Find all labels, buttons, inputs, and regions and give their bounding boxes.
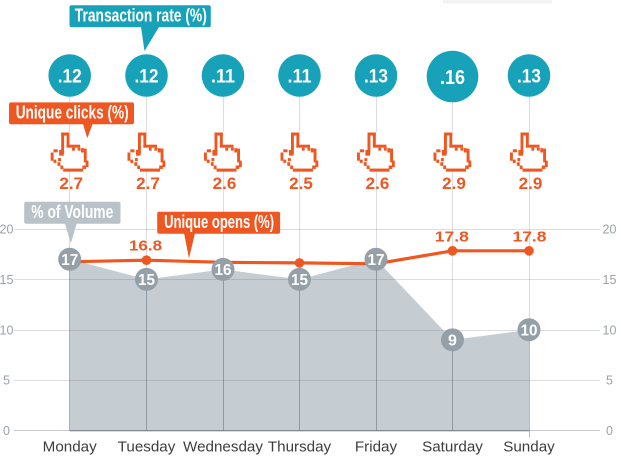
svg-text:20: 20: [0, 223, 13, 237]
svg-text:.12: .12: [58, 67, 82, 88]
svg-text:0: 0: [3, 424, 10, 438]
svg-text:2.7: 2.7: [59, 174, 83, 193]
svg-text:10: 10: [603, 323, 617, 337]
svg-text:% of Volume: % of Volume: [31, 202, 113, 222]
svg-text:15: 15: [138, 272, 155, 289]
svg-text:15: 15: [603, 273, 617, 287]
svg-text:.13: .13: [364, 67, 388, 88]
svg-text:16.8: 16.8: [129, 238, 162, 255]
svg-text:2.5: 2.5: [289, 174, 313, 193]
svg-text:17: 17: [368, 252, 385, 269]
svg-text:.16: .16: [440, 67, 465, 89]
svg-text:Tuesday: Tuesday: [118, 439, 176, 456]
svg-text:.11: .11: [288, 67, 312, 88]
svg-text:5: 5: [606, 374, 613, 388]
svg-text:Unique opens (%): Unique opens (%): [164, 212, 274, 232]
svg-text:5: 5: [3, 374, 10, 388]
svg-text:17.8: 17.8: [513, 229, 547, 246]
svg-text:16: 16: [215, 262, 232, 279]
svg-text:17: 17: [61, 252, 78, 269]
svg-text:Saturday: Saturday: [422, 439, 483, 456]
svg-text:Unique clicks (%): Unique clicks (%): [16, 103, 129, 123]
svg-text:15: 15: [291, 272, 308, 289]
svg-text:10: 10: [521, 323, 538, 340]
svg-text:2.9: 2.9: [442, 174, 466, 193]
svg-text:0: 0: [606, 424, 613, 438]
svg-text:.13: .13: [517, 67, 541, 88]
svg-text:9: 9: [448, 333, 457, 350]
svg-text:Wednesday: Wednesday: [183, 439, 263, 456]
svg-text:Monday: Monday: [43, 439, 97, 456]
svg-text:.11: .11: [211, 67, 235, 88]
svg-text:15: 15: [0, 273, 13, 287]
svg-text:17.8: 17.8: [435, 229, 469, 246]
svg-text:Transaction rate (%): Transaction rate (%): [75, 5, 207, 25]
svg-text:Friday: Friday: [355, 439, 398, 456]
svg-text:2.6: 2.6: [366, 174, 390, 193]
svg-text:Thursday: Thursday: [268, 439, 332, 456]
svg-text:2.7: 2.7: [136, 174, 160, 193]
svg-text:.12: .12: [135, 67, 159, 88]
svg-text:2.6: 2.6: [213, 174, 237, 193]
svg-text:2.9: 2.9: [519, 174, 543, 193]
svg-text:Sunday: Sunday: [503, 439, 555, 456]
svg-text:10: 10: [0, 323, 13, 337]
svg-text:20: 20: [603, 223, 617, 237]
